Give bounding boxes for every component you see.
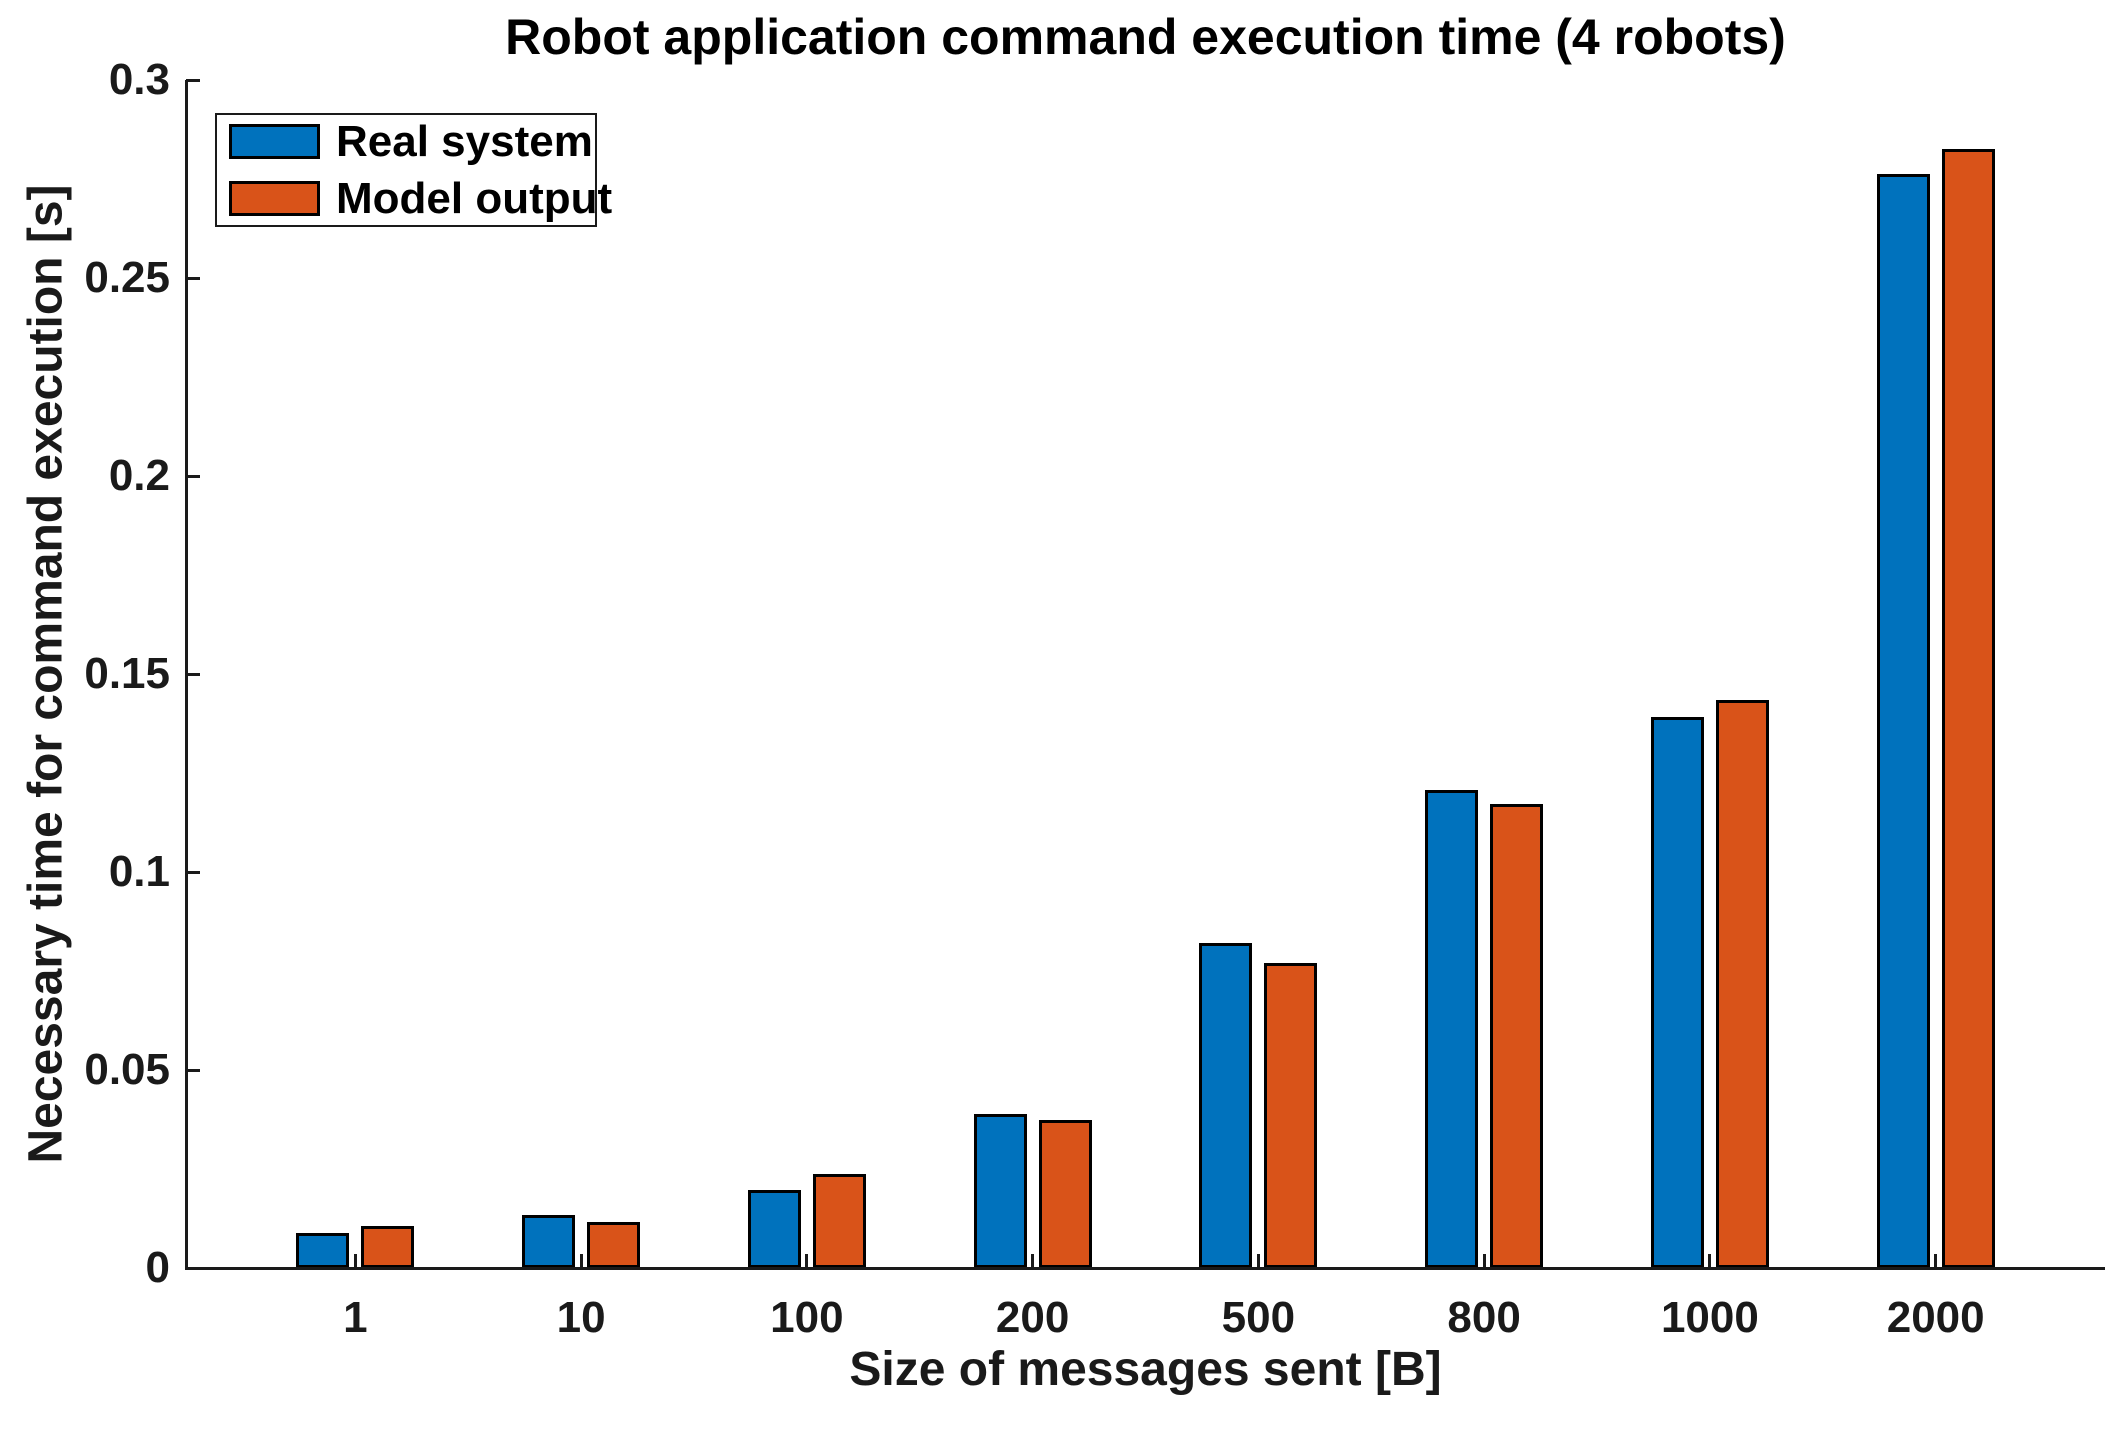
bar-real-system [1425,790,1479,1268]
legend-swatch-icon [229,181,320,216]
x-axis-label: Size of messages sent [B] [849,1343,1442,1396]
x-tick [1934,1254,1938,1268]
x-tick-label: 500 [1221,1293,1296,1342]
y-tick-label: 0.25 [84,253,170,302]
y-axis-line [184,80,188,1270]
y-tick [186,276,200,280]
x-tick [1031,1254,1035,1268]
bar-real-system [747,1189,801,1268]
chart-title: Robot application command execution time… [505,9,1786,65]
x-tick-label: 2000 [1886,1293,1985,1342]
y-tick-label: 0.1 [108,847,170,896]
legend-item: Real system [229,116,595,166]
bar-model-output [1715,699,1769,1268]
x-axis-line [184,1266,2105,1270]
y-tick-label: 0.3 [108,55,170,104]
y-tick [186,1068,200,1072]
bar-real-system [1199,942,1253,1268]
bar-real-system [522,1214,576,1268]
y-tick-label: 0.05 [84,1045,170,1094]
bar-model-output [1038,1119,1092,1268]
bar-real-system [1876,174,1930,1268]
y-tick [186,870,200,874]
y-tick [186,672,200,676]
x-tick [353,1254,357,1268]
bar-model-output [1490,804,1544,1268]
legend-item: Model output [229,176,612,221]
legend-swatch-icon [229,124,320,159]
x-tick-label: 10 [556,1293,606,1342]
y-tick-label: 0.15 [84,649,170,698]
bar-real-system [1650,716,1704,1268]
x-tick-label: 1000 [1660,1293,1759,1342]
bar-model-output [361,1226,415,1268]
y-tick [186,474,200,478]
bar-model-output [812,1174,866,1268]
bar-model-output [587,1221,641,1268]
legend-label: Model output [336,173,613,223]
bar-real-system [296,1233,350,1268]
x-tick [1256,1254,1260,1268]
x-tick [1482,1254,1486,1268]
x-tick [805,1254,809,1268]
bar-real-system [973,1114,1027,1268]
x-tick [579,1254,583,1268]
y-tick [186,78,200,82]
x-tick-label: 100 [770,1293,844,1342]
legend: Real system Model output [215,113,612,227]
legend-label: Real system [336,116,593,166]
y-tick-label: 0 [145,1243,170,1292]
x-tick-label: 200 [995,1293,1070,1342]
y-tick-label: 0.2 [108,451,170,500]
x-tick-label: 1 [343,1293,368,1342]
x-tick-label: 800 [1447,1293,1521,1342]
bar-model-output [1264,963,1318,1268]
x-tick [1708,1254,1712,1268]
bar-model-output [1941,148,1995,1268]
